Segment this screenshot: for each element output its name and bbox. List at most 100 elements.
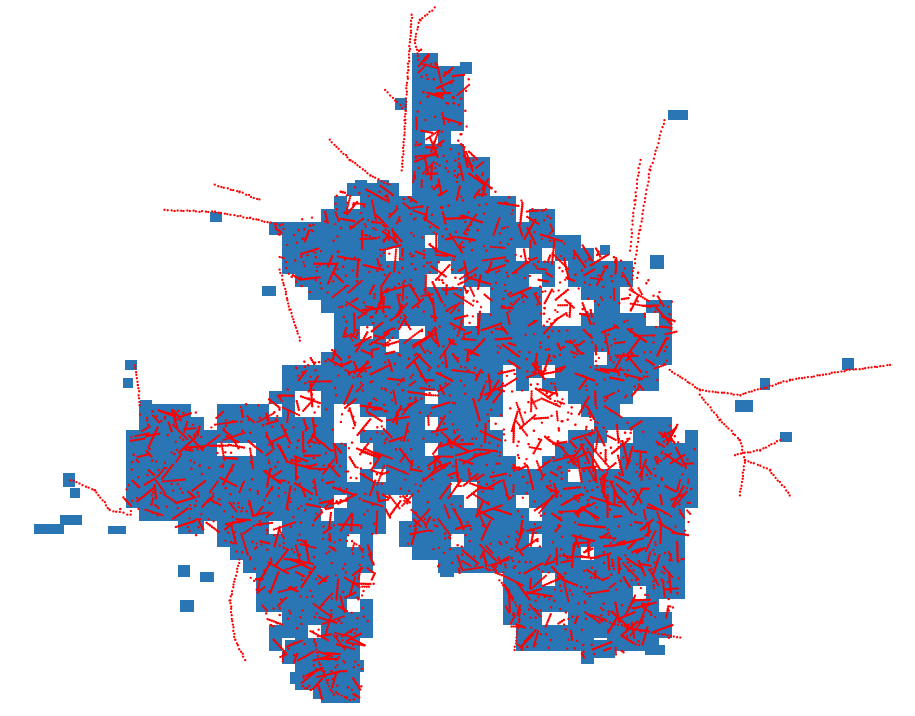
road-point bbox=[638, 622, 641, 625]
grid-cell bbox=[282, 599, 295, 612]
grid-cell bbox=[321, 378, 334, 391]
road-point bbox=[497, 219, 500, 222]
road-point bbox=[388, 456, 391, 460]
road-point bbox=[199, 517, 202, 521]
road-point bbox=[678, 479, 682, 482]
grid-cell bbox=[334, 196, 347, 209]
grid-cell bbox=[256, 495, 269, 508]
road-point bbox=[521, 584, 524, 587]
road-point bbox=[654, 544, 657, 547]
road-point bbox=[350, 647, 353, 650]
grid-cell bbox=[308, 287, 321, 300]
road-point bbox=[639, 586, 643, 590]
road-point bbox=[466, 226, 469, 229]
road-point bbox=[423, 253, 426, 256]
road-point bbox=[408, 207, 411, 210]
road-point bbox=[512, 488, 515, 491]
road-point bbox=[394, 248, 398, 251]
road-point bbox=[542, 506, 545, 509]
road-point bbox=[451, 119, 455, 122]
road-point bbox=[347, 634, 350, 638]
road-point bbox=[447, 118, 450, 121]
grid-cell bbox=[373, 391, 386, 404]
road-point bbox=[393, 261, 397, 264]
road-point bbox=[255, 542, 258, 545]
road-point bbox=[337, 219, 340, 223]
road-point bbox=[610, 392, 614, 396]
grid-cell bbox=[399, 417, 412, 430]
grid-cell bbox=[425, 508, 438, 521]
road-point bbox=[423, 218, 427, 222]
road-point bbox=[438, 74, 441, 77]
road-point bbox=[630, 621, 634, 624]
road-point bbox=[316, 380, 319, 383]
road-point bbox=[448, 410, 452, 414]
road-point bbox=[534, 405, 537, 408]
road-point bbox=[390, 457, 393, 460]
grid-cell bbox=[282, 651, 295, 664]
road-point bbox=[650, 334, 654, 337]
road-point bbox=[609, 536, 613, 540]
road-point bbox=[334, 222, 337, 226]
road-point bbox=[480, 517, 483, 521]
road-point bbox=[489, 245, 493, 248]
road-point bbox=[655, 455, 658, 459]
road-point bbox=[283, 407, 287, 410]
road-point bbox=[408, 525, 412, 528]
road-point bbox=[357, 664, 360, 667]
road-point bbox=[182, 431, 186, 434]
road-point bbox=[435, 162, 438, 165]
road-point bbox=[372, 348, 376, 351]
road-point bbox=[344, 645, 347, 648]
grid-cell bbox=[425, 534, 438, 547]
road-point bbox=[598, 621, 601, 624]
road-point bbox=[437, 253, 440, 257]
road-point bbox=[519, 414, 522, 417]
road-point bbox=[489, 434, 492, 437]
road-point bbox=[649, 611, 652, 614]
road-point bbox=[458, 329, 461, 333]
road-point bbox=[460, 337, 464, 341]
road-point bbox=[399, 417, 402, 420]
road-point bbox=[605, 341, 609, 345]
grid-cell bbox=[269, 508, 282, 521]
road-point bbox=[613, 296, 616, 299]
road-point bbox=[326, 625, 329, 629]
road-point bbox=[578, 448, 581, 451]
road-point bbox=[430, 65, 434, 68]
road-point bbox=[630, 488, 634, 492]
road-point bbox=[429, 394, 433, 397]
grid-cell bbox=[360, 391, 373, 404]
road-point bbox=[301, 218, 304, 221]
grid-cell bbox=[425, 248, 438, 261]
road-point bbox=[405, 296, 408, 299]
road-point bbox=[575, 343, 578, 346]
road-point bbox=[455, 293, 458, 296]
road-point bbox=[257, 582, 261, 586]
road-point bbox=[293, 488, 296, 491]
road-point bbox=[423, 387, 427, 390]
road-point bbox=[392, 391, 396, 394]
road-point bbox=[371, 203, 375, 207]
road-point bbox=[429, 261, 432, 264]
road-point bbox=[311, 562, 314, 566]
road-point bbox=[651, 505, 654, 508]
road-point bbox=[415, 116, 418, 119]
grid-cell bbox=[321, 404, 334, 417]
grid-cell bbox=[386, 391, 399, 404]
road-point bbox=[506, 225, 509, 229]
road-point bbox=[539, 615, 542, 618]
road-point bbox=[370, 199, 374, 202]
road-point bbox=[644, 515, 647, 518]
road-point bbox=[316, 265, 319, 269]
road-point bbox=[561, 457, 564, 460]
road-point bbox=[556, 419, 559, 422]
road-point bbox=[294, 570, 298, 574]
road-point bbox=[332, 502, 336, 505]
road-point bbox=[256, 492, 260, 495]
road-point bbox=[640, 615, 644, 619]
grid-cell bbox=[451, 404, 464, 417]
road-point bbox=[409, 278, 413, 282]
grid-cell bbox=[412, 456, 425, 469]
road-point bbox=[618, 354, 622, 357]
